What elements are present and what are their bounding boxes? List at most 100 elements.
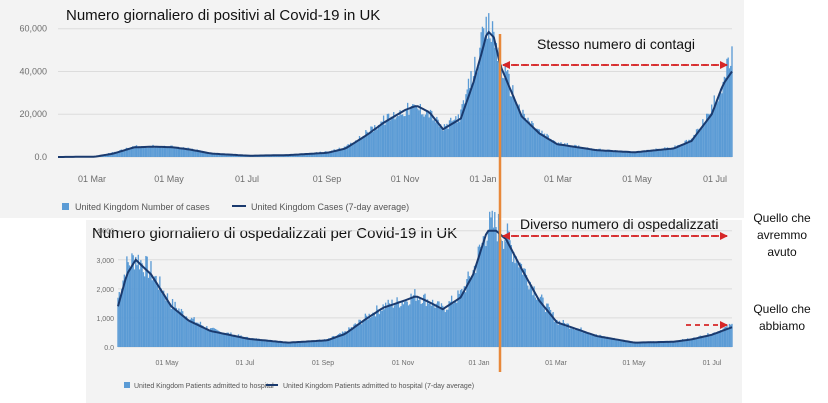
daily-bar [553,321,556,347]
top-chart-x-ticks: 01 Mar 01 May 01 Jul 01 Sep 01 Nov 01 Jan 01 M… [78,174,727,184]
daily-bar [674,145,676,157]
daily-bar [719,88,722,157]
daily-bar [722,328,724,347]
daily-bar [662,148,665,157]
daily-bar [447,309,449,347]
daily-bar [328,151,330,157]
daily-bar [429,109,432,157]
daily-bar [712,109,714,157]
daily-bar [199,321,202,347]
daily-bar [369,317,372,347]
daily-bar [579,147,581,157]
daily-bar [158,146,161,157]
daily-bar [675,341,677,347]
daily-bar [189,319,191,347]
daily-bar [209,152,211,157]
daily-bar [337,149,339,157]
daily-bar [655,342,657,347]
daily-bar [603,336,605,347]
daily-bar [377,124,380,157]
daily-bar [309,153,311,157]
daily-bar [700,335,703,347]
daily-bar [495,42,498,157]
bottom-legend-patients: United Kingdom Patients admitted to hosp… [134,383,274,390]
daily-bar [184,317,186,347]
daily-bar [161,294,164,347]
daily-bar [198,323,200,347]
daily-bar [274,341,276,347]
daily-bar [636,342,638,347]
daily-bar [173,308,175,347]
daily-bar [329,338,331,347]
daily-bar [156,285,158,347]
daily-bar [157,289,160,347]
daily-bar [357,323,359,347]
daily-bar [571,328,573,347]
daily-bar [270,341,273,347]
x-tick-label: 01 Sep [313,174,342,184]
daily-bar [657,341,660,347]
daily-bar [650,341,652,347]
daily-bar [633,342,635,347]
daily-bar [676,341,679,347]
daily-bar [657,149,660,157]
daily-bar [315,340,317,347]
daily-bar [360,324,363,347]
daily-bar [669,341,671,347]
daily-bar [237,334,240,347]
daily-bar [218,153,220,157]
bottom-legend-average: United Kingdom Patients admitted to hosp… [283,383,474,390]
daily-bar [277,341,279,347]
daily-bar [278,341,280,347]
daily-bar [412,104,414,157]
daily-bar [192,149,195,157]
daily-bar [185,316,188,347]
daily-bar [203,151,205,157]
daily-bar [120,149,123,157]
daily-bar [620,339,623,347]
daily-bar [312,341,315,347]
daily-bar [261,340,264,347]
daily-bar [140,260,142,347]
daily-bar [171,145,173,157]
daily-bar [130,267,132,347]
daily-bar [295,154,297,157]
daily-bar [380,121,382,157]
daily-bar [319,339,321,347]
daily-bar [557,324,559,347]
daily-bar [456,122,458,157]
daily-bar [493,31,495,157]
daily-bar [513,252,515,347]
daily-bar [349,142,352,157]
daily-bar [441,128,443,157]
daily-bar [504,240,506,347]
daily-bar [330,338,332,347]
daily-bar [480,246,482,347]
x-tick-label: 01 May [156,360,179,367]
daily-bar [681,339,684,347]
daily-bar [222,333,224,347]
daily-bar [434,122,437,157]
daily-bar [216,153,219,157]
daily-bar [492,227,495,347]
daily-bar [512,85,514,157]
daily-bar [489,38,491,157]
daily-bar [598,335,600,347]
daily-bar [426,299,429,347]
daily-bar [461,288,463,347]
daily-bar [143,147,145,157]
daily-bar [327,338,330,347]
daily-bar [402,304,405,347]
daily-bar [172,148,174,157]
y-tick-label: 40,000 [19,66,47,76]
daily-bar [408,114,410,157]
daily-bar [634,342,637,347]
x-tick-label: 01 Mar [545,360,567,367]
daily-bar [260,340,263,347]
x-tick-label: 01 Jul [235,174,259,184]
daily-bar [279,341,282,347]
daily-bar [548,138,551,157]
daily-bar [186,147,188,157]
daily-bar [713,95,715,157]
daily-bar [430,305,433,347]
